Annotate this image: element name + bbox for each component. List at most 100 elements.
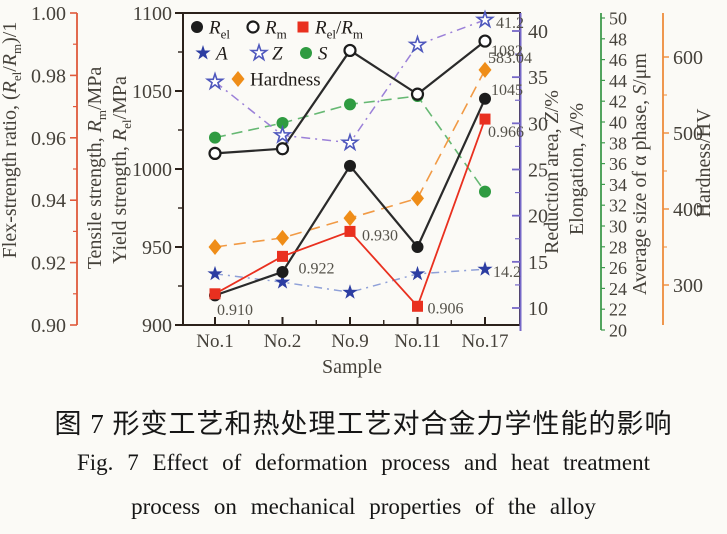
x-axis: No.1 No.2 No.9 No.11 No.17 Sample xyxy=(196,317,508,378)
svg-text:1050: 1050 xyxy=(132,81,172,103)
point-label-ratio-3: 0.906 xyxy=(428,300,464,317)
svg-text:24: 24 xyxy=(609,279,627,299)
caption-english-line2: process on mechanical properties of the … xyxy=(131,494,596,519)
za-axis: 10 15 20 25 30 35 40 xyxy=(512,13,548,331)
elongation-axis-title: Elongation, A/% xyxy=(566,103,588,235)
svg-text:36: 36 xyxy=(609,154,627,174)
svg-text:35: 35 xyxy=(528,67,548,89)
ratio-axis: 0.90 0.92 0.94 0.96 0.98 1.00 xyxy=(31,3,78,337)
svg-text:0.92: 0.92 xyxy=(31,253,66,275)
ratio-axis-title: Flex-strength ratio, (Rel/Rm)/1 xyxy=(0,22,24,259)
legend-label-ratio: Rel/Rm xyxy=(314,18,363,42)
marker-ratio-3 xyxy=(412,300,423,312)
svg-text:50: 50 xyxy=(609,9,627,29)
svg-text:44: 44 xyxy=(609,71,627,91)
marker-S-0 xyxy=(209,131,221,144)
svg-text:26: 26 xyxy=(609,258,627,278)
point-label-Rel-4: 1045 xyxy=(491,82,523,99)
legend-marker-Rel xyxy=(191,21,203,33)
svg-text:0.90: 0.90 xyxy=(31,315,66,337)
marker-Rm-2 xyxy=(343,43,357,58)
svg-text:300: 300 xyxy=(673,275,703,297)
marker-Hardness-1 xyxy=(276,229,289,246)
tensile-strength-axis-title: Tensile strength, Rm/MPa xyxy=(84,67,109,270)
caption-english-line1: Fig. 7 Effect of deformation process and… xyxy=(77,450,650,475)
point-label-ratio-1: 0.922 xyxy=(299,260,335,277)
svg-text:46: 46 xyxy=(609,50,627,70)
svg-text:10: 10 xyxy=(528,298,548,320)
legend-label-A: A xyxy=(214,44,228,65)
marker-Rm-0 xyxy=(208,146,222,160)
strength-axis: 900 950 1000 1050 1100 xyxy=(132,3,183,337)
marker-Rel-1 xyxy=(276,265,289,278)
marker-Z-3 xyxy=(407,34,428,54)
svg-text:30: 30 xyxy=(528,113,548,135)
svg-text:48: 48 xyxy=(609,29,627,49)
legend-marker-ratio xyxy=(297,21,309,33)
svg-text:40: 40 xyxy=(528,21,548,43)
svg-text:0.98: 0.98 xyxy=(31,65,66,87)
marker-ratio-2 xyxy=(344,225,356,237)
yield-strength-axis-title: Yield strength, Rel/MPa xyxy=(109,76,134,264)
marker-Rm-3 xyxy=(410,87,425,101)
point-label-A-4: 14.2 xyxy=(493,264,521,281)
svg-text:25: 25 xyxy=(528,160,548,182)
x-tick-label: No.9 xyxy=(331,331,368,352)
svg-text:1000: 1000 xyxy=(132,159,172,181)
svg-text:22: 22 xyxy=(609,300,627,320)
point-label-Z-4: 41.2 xyxy=(496,15,524,32)
legend-label-Rel: Rel xyxy=(208,18,230,42)
svg-text:900: 900 xyxy=(142,315,172,337)
point-label-Hardness-4: 583.04 xyxy=(488,50,532,67)
marker-S-2 xyxy=(344,98,356,111)
svg-text:30: 30 xyxy=(609,217,627,237)
svg-text:0.94: 0.94 xyxy=(31,190,66,212)
series-markers xyxy=(204,9,496,312)
legend-item-Rel: Rel xyxy=(191,18,230,42)
legend-label-S: S xyxy=(318,44,328,65)
marker-Hardness-2 xyxy=(343,210,357,227)
legend-marker-Hardness xyxy=(231,71,245,87)
legend-item-A: A xyxy=(195,44,228,65)
svg-text:600: 600 xyxy=(673,47,703,69)
legend-marker-S xyxy=(300,47,312,59)
svg-text:32: 32 xyxy=(609,196,627,216)
marker-Rel-3 xyxy=(411,241,424,253)
reduction-area-axis-title: Reduction area, Z/% xyxy=(541,90,563,254)
legend-marker-Z xyxy=(248,42,270,62)
legend-marker-Rm xyxy=(246,20,260,34)
marker-Rel-2 xyxy=(344,159,356,172)
marker-A-4 xyxy=(477,261,493,276)
marker-Hardness-0 xyxy=(208,239,222,255)
legend-item-Z: Z xyxy=(248,42,283,65)
marker-A-3 xyxy=(409,265,426,281)
svg-text:34: 34 xyxy=(609,175,627,195)
svg-text:20: 20 xyxy=(528,206,548,228)
legend-item-S: S xyxy=(300,44,328,65)
marker-A-2 xyxy=(342,284,358,299)
marker-Hardness-4 xyxy=(478,61,492,78)
svg-text:20: 20 xyxy=(609,321,627,341)
svg-text:1100: 1100 xyxy=(133,3,172,25)
svg-text:1.00: 1.00 xyxy=(31,3,66,25)
marker-Hardness-3 xyxy=(411,190,424,207)
marker-A-0 xyxy=(207,265,223,281)
point-labels: 583.04 41.2 14.2 1082 1045 0.910 0.922 0.930 0.9… xyxy=(217,15,532,319)
point-label-ratio-4: 0.966 xyxy=(488,124,524,141)
svg-text:42: 42 xyxy=(609,92,627,112)
hardness-axis: 300 400 500 600 xyxy=(662,13,703,325)
marker-Rm-1 xyxy=(275,142,290,156)
marker-A-1 xyxy=(274,274,291,289)
legend: Rel Rm Rel/Rm A Z S Hardness xyxy=(191,18,363,91)
legend-item-ratio: Rel/Rm xyxy=(297,18,363,42)
svg-text:950: 950 xyxy=(142,237,172,259)
caption-chinese: 图 7 形变工艺和热处理工艺对合金力学性能的影响 xyxy=(54,409,673,439)
x-tick-label: No.17 xyxy=(462,331,509,352)
point-label-ratio-0: 0.910 xyxy=(217,302,253,319)
svg-text:0.96: 0.96 xyxy=(31,128,66,150)
x-axis-title: Sample xyxy=(322,356,382,378)
legend-label-Rm: Rm xyxy=(264,18,287,42)
